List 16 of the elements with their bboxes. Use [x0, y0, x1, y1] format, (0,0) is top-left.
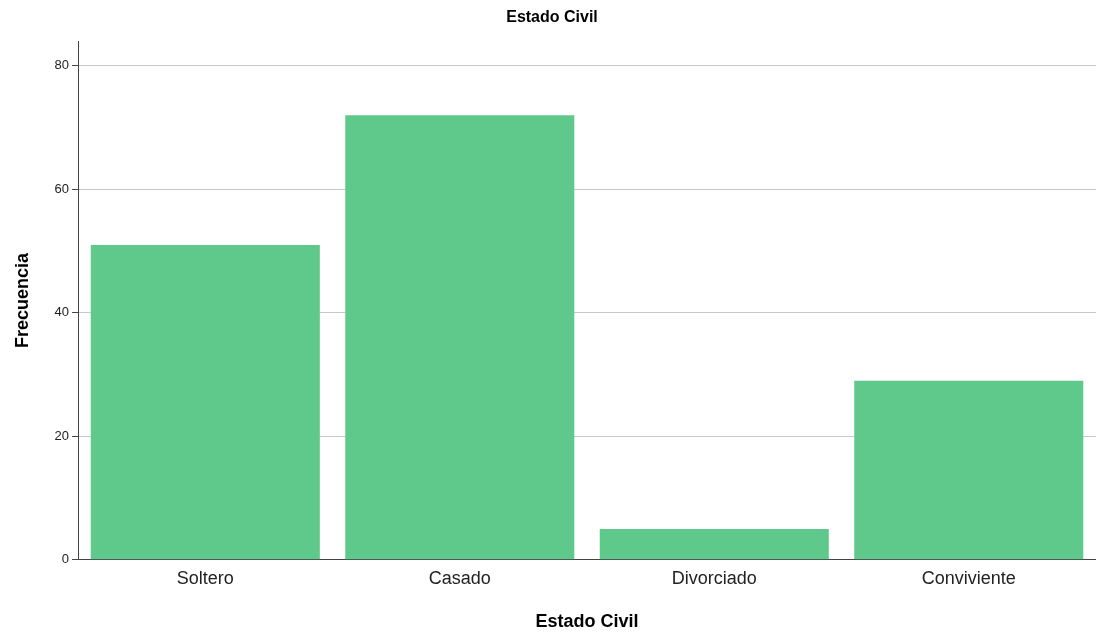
- x-tick-label: Conviviente: [921, 567, 1016, 588]
- bar: [854, 380, 1084, 560]
- y-tick-label: 60: [54, 180, 70, 196]
- y-tick-label: 40: [54, 304, 70, 320]
- y-axis-title: Frecuencia: [11, 251, 32, 349]
- chart-title: Estado Civil: [506, 8, 598, 26]
- x-tick-label: Soltero: [176, 567, 234, 588]
- x-tick-label: Casado: [428, 567, 491, 588]
- bar: [345, 115, 575, 560]
- y-tick-label: 0: [61, 551, 70, 567]
- x-axis-title: Estado Civil: [535, 611, 639, 632]
- y-tick-label: 20: [54, 427, 70, 443]
- x-tick-label: Divorciado: [671, 567, 757, 588]
- y-tick-label: 80: [54, 57, 70, 73]
- bar: [90, 244, 320, 560]
- bar: [599, 528, 829, 560]
